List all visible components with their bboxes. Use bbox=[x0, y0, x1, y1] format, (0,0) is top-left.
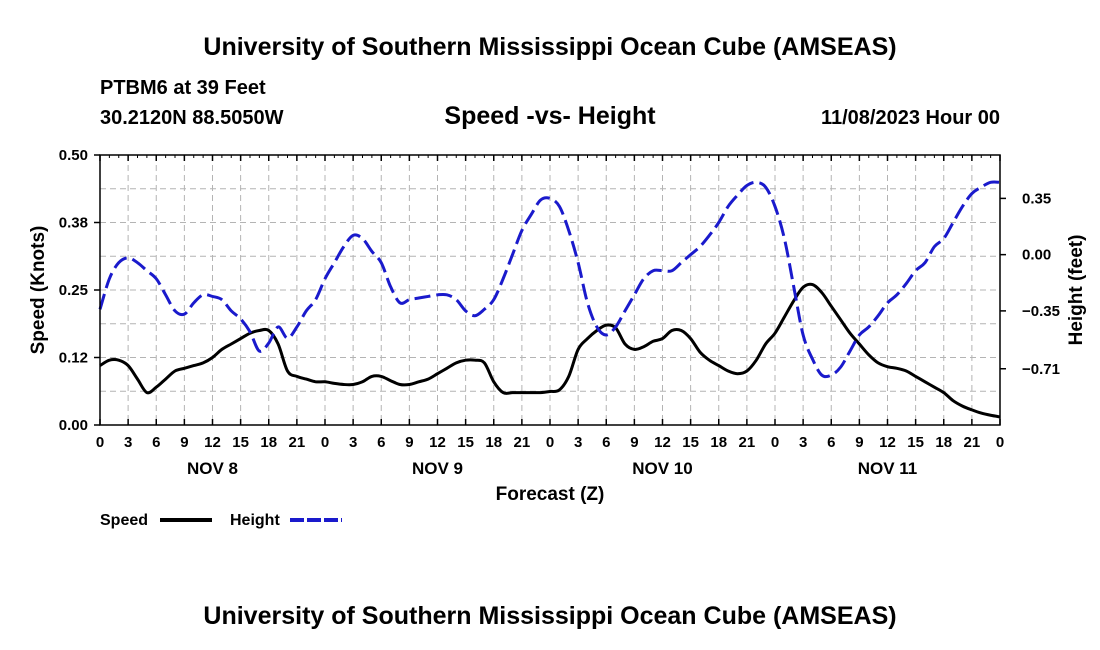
x-tick-label: 3 bbox=[124, 434, 132, 451]
y2-axis-label: Height (feet) bbox=[1066, 235, 1087, 346]
x-tick-label: 0 bbox=[321, 434, 329, 451]
x-tick-label: 6 bbox=[827, 434, 835, 451]
x-axis-label: Forecast (Z) bbox=[496, 484, 605, 505]
y-tick-label: 0.12 bbox=[59, 350, 88, 367]
x-tick-label: 21 bbox=[514, 434, 531, 451]
x-tick-label: 12 bbox=[204, 434, 221, 451]
day-label: NOV 9 bbox=[412, 459, 463, 478]
x-tick-label: 12 bbox=[654, 434, 671, 451]
y-tick-label: 0.50 bbox=[59, 147, 88, 164]
y2-tick-label: 0.35 bbox=[1022, 190, 1051, 207]
x-tick-label: 9 bbox=[180, 434, 188, 451]
x-tick-label: 18 bbox=[485, 434, 502, 451]
x-tick-label: 3 bbox=[349, 434, 357, 451]
station-label: PTBM6 at 39 Feet bbox=[100, 77, 266, 99]
x-tick-label: 9 bbox=[405, 434, 413, 451]
x-tick-label: 21 bbox=[289, 434, 306, 451]
x-tick-label: 18 bbox=[260, 434, 277, 451]
day-label: NOV 11 bbox=[858, 459, 918, 478]
y-axis-label: Speed (Knots) bbox=[28, 226, 49, 355]
x-tick-label: 0 bbox=[996, 434, 1004, 451]
y2-tick-label: −0.71 bbox=[1022, 361, 1060, 378]
chart-title: Speed -vs- Height bbox=[444, 102, 656, 130]
x-tick-label: 15 bbox=[457, 434, 474, 451]
x-tick-label: 12 bbox=[879, 434, 896, 451]
x-tick-label: 6 bbox=[377, 434, 385, 451]
day-label: NOV 10 bbox=[632, 459, 692, 478]
y2-tick-label: 0.00 bbox=[1022, 247, 1051, 264]
x-tick-label: 0 bbox=[546, 434, 554, 451]
x-tick-label: 15 bbox=[682, 434, 699, 451]
y-tick-label: 0.38 bbox=[59, 215, 88, 232]
x-tick-label: 3 bbox=[799, 434, 807, 451]
x-tick-label: 12 bbox=[429, 434, 446, 451]
y-tick-label: 0.00 bbox=[59, 417, 88, 434]
day-label: NOV 8 bbox=[187, 459, 238, 478]
y-tick-label: 0.25 bbox=[59, 282, 88, 299]
series-layer bbox=[98, 180, 1001, 419]
x-tick-label: 3 bbox=[574, 434, 582, 451]
y2-tick-label: −0.35 bbox=[1022, 303, 1060, 320]
x-tick-label: 9 bbox=[630, 434, 638, 451]
run-time-label: 11/08/2023 Hour 00 bbox=[821, 107, 1000, 129]
legend-speed-label: Speed bbox=[100, 512, 148, 529]
legend: Speed Height bbox=[100, 512, 342, 529]
x-tick-label: 0 bbox=[771, 434, 779, 451]
x-tick-label: 15 bbox=[907, 434, 924, 451]
footer-title: University of Southern Mississippi Ocean… bbox=[203, 602, 896, 630]
legend-height-label: Height bbox=[230, 512, 280, 529]
x-tick-label: 21 bbox=[739, 434, 756, 451]
x-tick-label: 18 bbox=[710, 434, 727, 451]
height-series-line bbox=[98, 180, 1001, 379]
x-tick-label: 0 bbox=[96, 434, 104, 451]
x-tick-label: 18 bbox=[935, 434, 952, 451]
x-tick-label: 9 bbox=[855, 434, 863, 451]
grid bbox=[100, 155, 1000, 425]
x-tick-label: 21 bbox=[964, 434, 981, 451]
x-tick-label: 15 bbox=[232, 434, 249, 451]
page-title: University of Southern Mississippi Ocean… bbox=[203, 33, 896, 61]
x-tick-label: 6 bbox=[152, 434, 160, 451]
x-tick-label: 6 bbox=[602, 434, 610, 451]
axes: 0 3 6 9 12 15 18 21 0 3 6 9 12 15 18 21 0 3 6 9 12 15 18 21 0 3 6 9… bbox=[59, 147, 1060, 478]
location-label: 30.2120N 88.5050W bbox=[100, 107, 284, 129]
